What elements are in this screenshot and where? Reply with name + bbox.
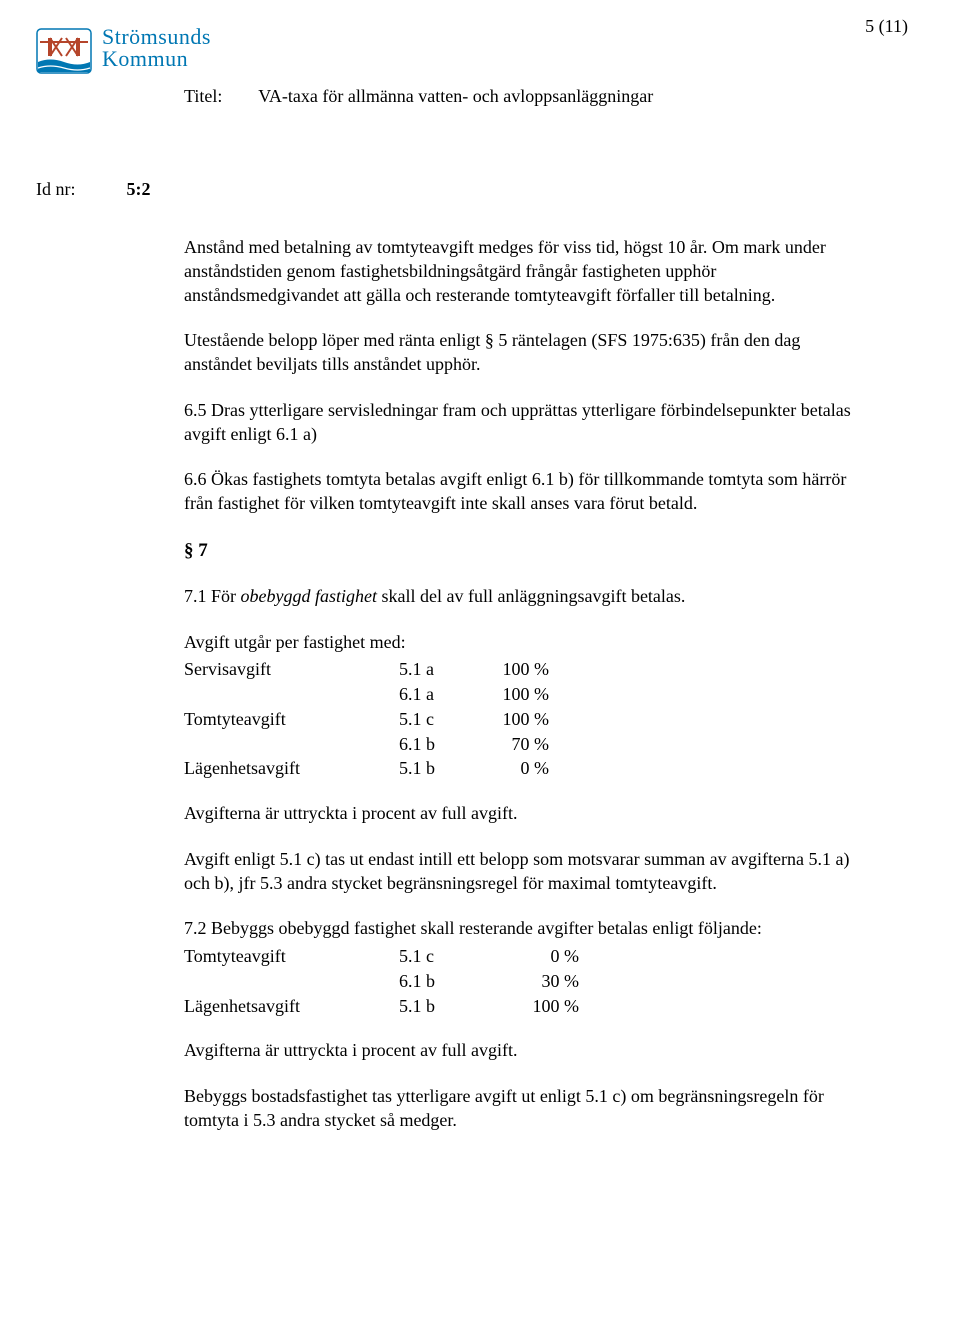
table-row: Tomtyteavgift 5.1 c 100 % <box>184 708 549 733</box>
fee-ref: 5.1 a <box>399 658 479 683</box>
fee-pct: 70 % <box>479 733 549 758</box>
fee-name <box>184 970 399 995</box>
fee-name <box>184 683 399 708</box>
table-row: 6.1 b 70 % <box>184 733 549 758</box>
table-row: Lägenhetsavgift 5.1 b 100 % <box>184 995 579 1020</box>
fee-pct: 100 % <box>479 683 549 708</box>
table-row: Tomtyteavgift 5.1 c 0 % <box>184 945 579 970</box>
paragraph: Utestående belopp löper med ränta enligt… <box>184 329 860 377</box>
brand-text: Strömsunds Kommun <box>102 26 211 70</box>
table-row: 6.1 a 100 % <box>184 683 549 708</box>
fee-ref: 5.1 b <box>399 995 479 1020</box>
paragraph: Avgift enligt 5.1 c) tas ut endast intil… <box>184 848 860 896</box>
fee-pct: 0 % <box>479 757 549 782</box>
fee-ref: 6.1 a <box>399 683 479 708</box>
page-number: 5 (11) <box>865 16 908 37</box>
paragraph: Avgifterna är uttryckta i procent av ful… <box>184 1039 860 1063</box>
brand-line-2: Kommun <box>102 48 211 70</box>
id-value: 5:2 <box>127 179 151 199</box>
paragraph: 6.6 Ökas fastighets tomtyta betalas avgi… <box>184 468 860 516</box>
fee-name: Tomtyteavgift <box>184 708 399 733</box>
table-row: 6.1 b 30 % <box>184 970 579 995</box>
section-heading: § 7 <box>184 538 860 563</box>
fee-name: Lägenhetsavgift <box>184 995 399 1020</box>
fee-pct: 30 % <box>479 970 579 995</box>
fee-name <box>184 733 399 758</box>
paragraph: Avgift utgår per fastighet med: <box>184 631 860 655</box>
fee-ref: 5.1 c <box>399 708 479 733</box>
fee-ref: 6.1 b <box>399 733 479 758</box>
paragraph: Bebyggs bostadsfastighet tas ytterligare… <box>184 1085 860 1133</box>
table-row: Lägenhetsavgift 5.1 b 0 % <box>184 757 549 782</box>
document-page: 5 (11) Strömsunds Kommun Titel: VA-taxa … <box>0 0 960 1326</box>
table-row: Servisavgift 5.1 a 100 % <box>184 658 549 683</box>
paragraph: 7.2 Bebyggs obebyggd fastighet skall res… <box>184 917 860 941</box>
header: Strömsunds Kommun <box>36 28 872 74</box>
title-label: Titel: <box>184 86 254 107</box>
document-body: Anstånd med betalning av tomtyteavgift m… <box>184 236 860 1133</box>
fee-name: Servisavgift <box>184 658 399 683</box>
title-value: VA-taxa för allmänna vatten- och avlopps… <box>258 86 653 106</box>
text-run: skall del av full anläggningsavgift beta… <box>377 586 685 606</box>
italic-term: obebyggd fastighet <box>241 586 377 606</box>
fee-pct: 100 % <box>479 995 579 1020</box>
fee-pct: 100 % <box>479 658 549 683</box>
fee-table-2: Tomtyteavgift 5.1 c 0 % 6.1 b 30 % Lägen… <box>184 945 579 1019</box>
fee-ref: 6.1 b <box>399 970 479 995</box>
paragraph: 7.1 För obebyggd fastighet skall del av … <box>184 585 860 609</box>
fee-name: Tomtyteavgift <box>184 945 399 970</box>
id-label: Id nr: <box>36 179 94 200</box>
municipality-logo <box>36 28 92 74</box>
brand-line-1: Strömsunds <box>102 26 211 48</box>
fee-ref: 5.1 c <box>399 945 479 970</box>
paragraph: 6.5 Dras ytterligare servisledningar fra… <box>184 399 860 447</box>
fee-table-1: Servisavgift 5.1 a 100 % 6.1 a 100 % Tom… <box>184 658 549 782</box>
fee-name: Lägenhetsavgift <box>184 757 399 782</box>
fee-pct: 100 % <box>479 708 549 733</box>
fee-pct: 0 % <box>479 945 579 970</box>
paragraph: Anstånd med betalning av tomtyteavgift m… <box>184 236 860 307</box>
paragraph: Avgifterna är uttryckta i procent av ful… <box>184 802 860 826</box>
text-run: 7.1 För <box>184 586 241 606</box>
id-row: Id nr: 5:2 <box>36 179 872 200</box>
title-row: Titel: VA-taxa för allmänna vatten- och … <box>184 86 872 107</box>
fee-ref: 5.1 b <box>399 757 479 782</box>
